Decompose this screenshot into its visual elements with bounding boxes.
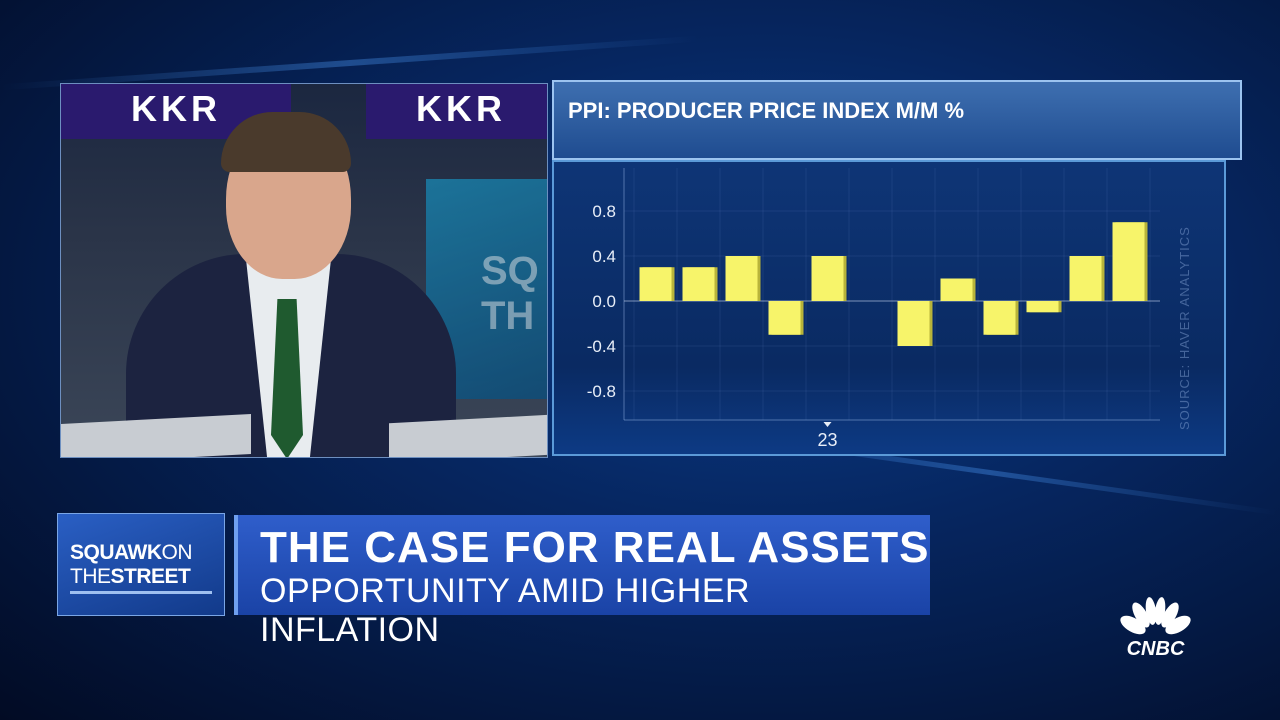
bar	[983, 301, 1016, 335]
lower-third: THE CASE FOR REAL ASSETS OPPORTUNITY AMI…	[234, 515, 930, 649]
chart-source: SOURCE: HAVER ANALYTICS	[1177, 226, 1192, 430]
show-logo: SQUAWKON THESTREET	[57, 513, 225, 616]
y-tick-label: 0.8	[592, 202, 616, 221]
guest-hair	[221, 112, 351, 172]
subheadline: OPPORTUNITY AMID HIGHER INFLATION	[260, 572, 751, 649]
chart-panel	[552, 160, 1226, 456]
bar	[1112, 222, 1145, 301]
chart-title-bar: PPI: PRODUCER PRICE INDEX M/M %	[552, 80, 1242, 160]
bar	[940, 278, 973, 301]
bar	[639, 267, 672, 301]
y-tick-label: 0.4	[592, 247, 616, 266]
peacock-icon	[1120, 597, 1191, 635]
guest-tie	[271, 299, 303, 457]
bar	[811, 256, 844, 301]
chart-title: PPI: PRODUCER PRICE INDEX M/M %	[568, 98, 965, 123]
backdrop-logo: KKR	[61, 84, 291, 139]
bar	[682, 267, 715, 301]
x-tick-label: 23	[817, 430, 837, 450]
cnbc-logo-text: CNBC	[1126, 638, 1185, 660]
bar	[725, 256, 758, 301]
x-tick-marker	[823, 422, 832, 427]
studio-screen: SQ TH	[426, 179, 547, 399]
bar	[1069, 256, 1102, 301]
y-tick-label: -0.4	[587, 337, 616, 356]
headline: THE CASE FOR REAL ASSETS	[260, 523, 930, 572]
bar	[897, 301, 930, 346]
bar	[1026, 301, 1059, 313]
backdrop-logo: KKR	[366, 84, 547, 139]
y-tick-label: 0.0	[592, 292, 616, 311]
y-tick-label: -0.8	[587, 382, 616, 401]
cnbc-logo: CNBC	[1113, 595, 1198, 660]
guest-video: KKR KKR SQ TH	[60, 83, 548, 458]
bar	[768, 301, 801, 335]
